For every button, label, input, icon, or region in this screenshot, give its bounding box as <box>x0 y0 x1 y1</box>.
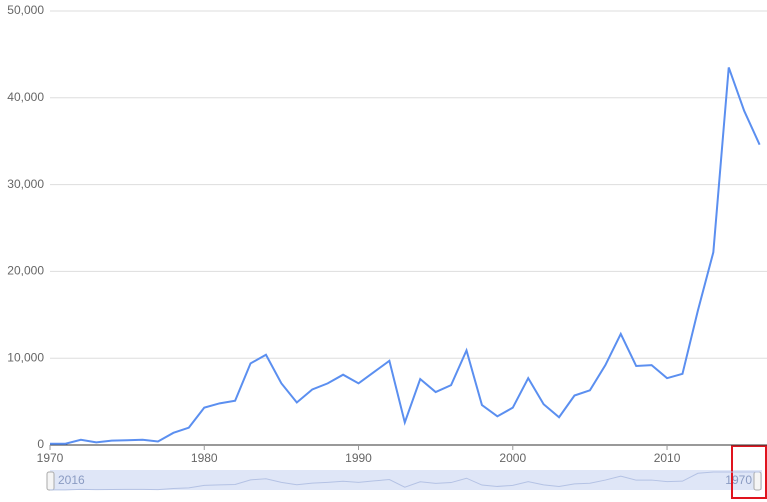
x-tick-label: 1970 <box>37 451 64 465</box>
range-handle-right[interactable] <box>753 471 762 491</box>
x-tick-label: 1990 <box>345 451 372 465</box>
range-handle-left[interactable] <box>46 471 55 491</box>
x-tick-label: 1980 <box>191 451 218 465</box>
range-start-label: 2016 <box>58 473 85 487</box>
y-tick-label: 0 <box>37 437 44 451</box>
y-tick-label: 40,000 <box>7 90 44 104</box>
x-tick-label: 2000 <box>499 451 526 465</box>
line <box>50 67 761 445</box>
range-end-label: 1970 <box>725 473 752 487</box>
x-tick-label: 2010 <box>654 451 681 465</box>
y-tick-label: 30,000 <box>7 177 44 191</box>
y-tick-label: 10,000 <box>7 350 44 364</box>
y-tick-label: 50,000 <box>7 3 44 17</box>
range-preview-line <box>50 471 760 491</box>
y-tick-label: 20,000 <box>7 264 44 278</box>
